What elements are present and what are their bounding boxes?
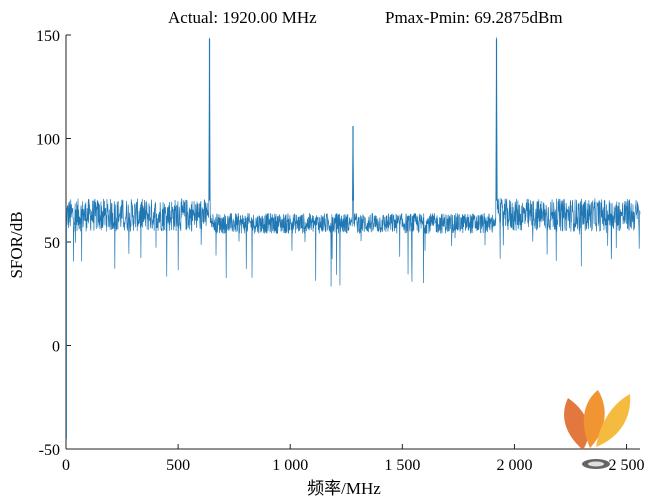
chart-title-right: Pmax-Pmin: 69.2875dBm: [385, 8, 563, 27]
y-axis-label: SFOR/dB: [7, 211, 26, 278]
y-tick-label: 150: [36, 28, 60, 45]
series-layer: [65, 37, 641, 439]
x-axis-label: 频率/MHz: [307, 479, 381, 498]
y-tick-label: -50: [39, 442, 60, 459]
y-tick-label: 0: [52, 339, 60, 356]
x-tick-label: 1 000: [272, 457, 308, 474]
x-tick-label: 0: [62, 457, 70, 474]
watermark-logo-icon: [564, 390, 631, 469]
x-tick-label: 2 500: [609, 457, 645, 474]
x-tick-label: 1 500: [384, 457, 420, 474]
y-tick-label: 100: [36, 132, 60, 149]
x-tick-label: 500: [166, 457, 190, 474]
x-tick-label: 2 000: [496, 457, 532, 474]
chart-title-left: Actual: 1920.00 MHz: [168, 8, 317, 27]
y-tick-label: 50: [44, 235, 60, 252]
